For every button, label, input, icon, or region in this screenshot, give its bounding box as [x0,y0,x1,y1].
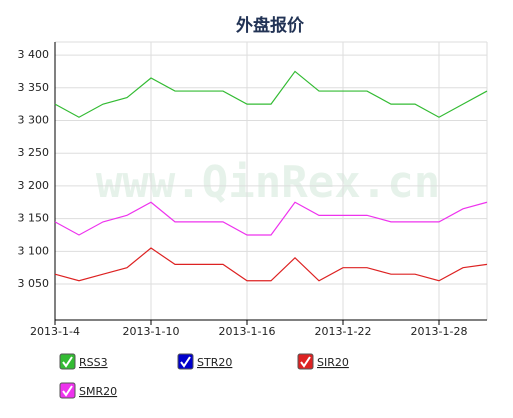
x-tick-label: 2013-1-4 [30,325,80,338]
x-tick-label: 2013-1-22 [315,325,372,338]
y-tick-label: 3 100 [18,244,50,257]
y-tick-label: 3 400 [18,48,50,61]
y-tick-label: 3 050 [18,277,50,290]
series-line [54,201,488,236]
chart-title: 外盘报价 [236,15,305,36]
legend-label: RSS3 [79,356,108,369]
y-tick-label: 3 200 [18,179,50,192]
legend-checkbox [177,353,194,370]
watermark: www.QinRex.cn [96,157,440,208]
legend-checkbox [59,353,76,370]
series-line [54,70,488,118]
legend-label: SMR20 [79,385,117,398]
legend-check [300,356,311,368]
legend-item[interactable]: SMR20 [59,382,117,399]
y-tick-label: 3 250 [18,146,50,159]
series-line [54,247,488,282]
y-tick-label: 3 150 [18,212,50,225]
legend-item[interactable]: SIR20 [297,353,349,370]
x-tick-label: 2013-1-28 [411,325,468,338]
legend-item[interactable]: STR20 [177,353,232,370]
legend-check [180,356,191,368]
legend-label: STR20 [197,356,232,369]
legend-check [62,356,73,368]
y-tick-label: 3 350 [18,81,50,94]
legend-label: SIR20 [317,356,349,369]
legend-item[interactable]: RSS3 [59,353,108,370]
x-tick-label: 2013-1-10 [123,325,180,338]
legend-check [62,385,73,397]
legend-checkbox [297,353,314,370]
y-tick-label: 3 300 [18,113,50,126]
x-tick-label: 2013-1-16 [219,325,276,338]
legend-checkbox [59,382,76,399]
